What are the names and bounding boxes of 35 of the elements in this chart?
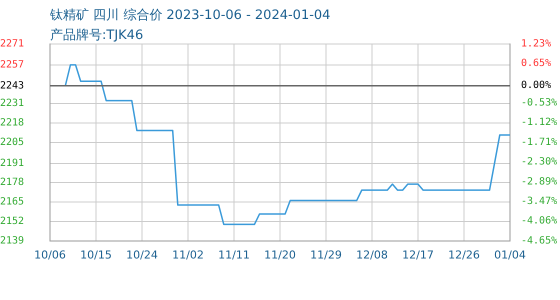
x-tick-label: 10/15 — [80, 248, 112, 262]
y-tick-label: 2257 — [0, 59, 24, 70]
chart-title: 钛精矿 四川 综合价 2023-10-06 - 2024-01-04 — [50, 7, 330, 24]
y-tick-label: 2243 — [0, 80, 24, 92]
x-tick-label: 11/11 — [218, 248, 250, 262]
y2-tick-label: -4.06% — [521, 216, 558, 227]
x-tick-label: 12/17 — [402, 248, 434, 262]
x-tick-label: 10/06 — [34, 248, 66, 262]
x-tick-label: 11/20 — [264, 248, 296, 262]
y-tick-label: 2191 — [0, 158, 24, 169]
y2-tick-label: -3.47% — [521, 196, 558, 207]
y-tick-label: 2218 — [0, 118, 24, 129]
y-tick-label: 2231 — [0, 98, 24, 110]
y2-tick-label: -2.30% — [521, 156, 558, 168]
y-tick-label: 2152 — [0, 216, 24, 228]
y2-tick-label: 0.65% — [521, 58, 552, 70]
x-tick-label: 01/04 — [494, 248, 526, 262]
x-tick-label: 11/29 — [310, 248, 342, 262]
y2-tick-label: -2.89% — [521, 176, 558, 188]
y2-tick-label: -0.53% — [521, 98, 558, 108]
y2-tick-label: 1.23% — [521, 38, 552, 50]
x-tick-label: 12/26 — [448, 248, 480, 262]
chart-subtitle: 产品牌号:TJK46 — [50, 27, 144, 44]
y2-tick-label: 0.00% — [521, 80, 552, 91]
y-tick-label: 2178 — [0, 177, 24, 188]
y-tick-label: 2165 — [0, 196, 24, 208]
x-tick-label: 10/24 — [126, 248, 158, 262]
y2-tick-label: -4.65% — [521, 235, 558, 246]
x-tick-label: 11/02 — [172, 248, 204, 262]
x-tick-label: 12/08 — [356, 248, 388, 262]
y-tick-label: 2271 — [0, 38, 24, 50]
y-tick-label: 2205 — [0, 136, 24, 148]
y2-tick-label: -1.12% — [521, 117, 558, 128]
y-tick-label: 2139 — [0, 235, 24, 246]
y2-tick-label: -1.71% — [521, 136, 558, 148]
